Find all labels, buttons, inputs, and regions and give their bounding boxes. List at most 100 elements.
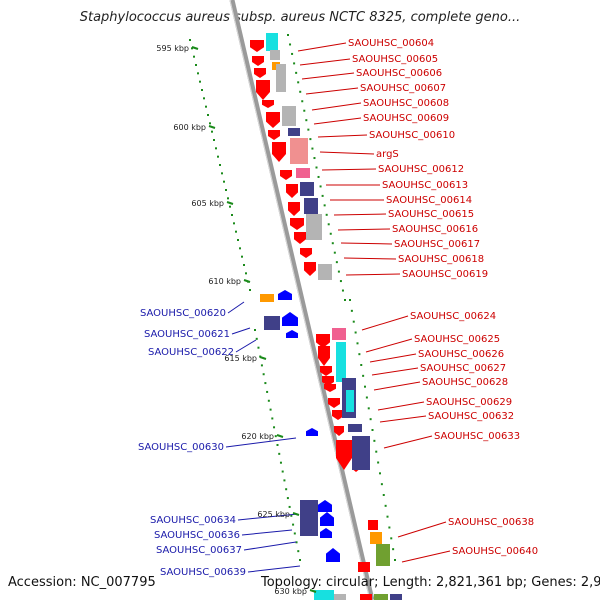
gc-dot (333, 251, 336, 254)
reverse-gene-label[interactable]: SAOUHSC_00620 (140, 308, 226, 319)
gc-dot (382, 494, 385, 496)
gc-dot (279, 461, 282, 464)
feature-block (296, 168, 310, 178)
gc-dot (285, 488, 288, 491)
reverse-gene-label[interactable]: SAOUHSC_00634 (150, 515, 236, 526)
forward-gene-label[interactable]: SAOUHSC_00610 (369, 130, 455, 141)
gc-dot (262, 373, 265, 376)
feature-block (336, 342, 346, 382)
forward-gene-arrow (322, 376, 334, 386)
reverse-gene-arrow (320, 512, 334, 526)
kbp-tick (276, 434, 284, 438)
kbp-ruler: 595 kbp 600 kbp 605 kbp 610 kbp 615 kbp 620 k… (156, 44, 317, 596)
forward-gene-label[interactable]: SAOUHSC_00612 (378, 164, 464, 175)
gc-dot (237, 239, 239, 241)
forward-gene-label[interactable]: SAOUHSC_00618 (398, 254, 484, 265)
gc-dot (286, 497, 289, 500)
forward-gene-label[interactable]: SAOUHSC_00627 (420, 363, 506, 374)
gc-dot (375, 450, 378, 453)
forward-gene-label[interactable]: SAOUHSC_00608 (363, 98, 449, 109)
feature-block (276, 64, 286, 92)
forward-leader-line (297, 42, 347, 52)
reverse-gene-label[interactable]: SAOUHSC_00637 (156, 545, 242, 556)
forward-gene-arrow (288, 202, 300, 216)
gc-dot (362, 374, 365, 377)
forward-gene-label[interactable]: SAOUHSC_00619 (402, 269, 488, 280)
gc-dot (303, 109, 306, 112)
forward-gene-label[interactable]: argS (376, 149, 399, 160)
reverse-gene-label[interactable]: SAOUHSC_00639 (160, 567, 246, 578)
forward-gene-label[interactable]: SAOUHSC_00632 (428, 411, 514, 422)
forward-gene-label[interactable]: SAOUHSC_00607 (360, 83, 446, 94)
gc-dot (257, 346, 260, 349)
forward-gene-label[interactable]: SAOUHSC_00628 (422, 377, 508, 388)
forward-gene-label[interactable]: SAOUHSC_00624 (410, 311, 496, 322)
forward-gene-arrow (318, 346, 330, 366)
reverse-gene-label[interactable]: SAOUHSC_00621 (144, 329, 230, 340)
gc-dot (380, 483, 383, 486)
forward-gene-label[interactable]: SAOUHSC_00616 (392, 224, 478, 235)
reverse-gene-label[interactable]: SAOUHSC_00630 (138, 442, 224, 453)
forward-gene-label[interactable]: SAOUHSC_00604 (348, 38, 434, 49)
gc-dot (189, 39, 191, 41)
forward-leader-line (299, 58, 351, 66)
forward-gene-label[interactable]: SAOUHSC_00638 (448, 517, 534, 528)
reverse-gene-arrow (286, 330, 298, 338)
forward-gene-label[interactable]: SAOUHSC_00606 (356, 68, 442, 79)
gc-dot (276, 444, 279, 446)
forward-gene-arrow (324, 384, 336, 392)
accession-text: Accession: NC_007795 (8, 575, 156, 590)
forward-gene-arrow (316, 334, 330, 348)
gene-labels[interactable]: SAOUHSC_00604 SAOUHSC_00605 SAOUHSC_00606 S… (138, 38, 538, 578)
forward-gene-label[interactable]: SAOUHSC_00629 (426, 397, 512, 408)
gc-dot (269, 408, 272, 411)
forward-gene-label[interactable]: SAOUHSC_00615 (388, 209, 474, 220)
forward-gene-arrow (272, 142, 286, 162)
forward-leader-line (333, 213, 387, 216)
gc-dot (377, 461, 380, 464)
reverse-leader-line (225, 437, 297, 448)
gc-dot (191, 47, 193, 50)
feature-block (266, 33, 278, 51)
forward-gene-label[interactable]: SAOUHSC_00605 (352, 54, 438, 65)
forward-gene-arrow (268, 130, 280, 140)
gc-dot (297, 81, 300, 84)
gc-dot (289, 43, 292, 46)
gc-dot (367, 407, 370, 410)
forward-gene-label[interactable]: SAOUHSC_00609 (363, 113, 449, 124)
forward-gene-label[interactable]: SAOUHSC_00613 (382, 180, 468, 191)
forward-gene-label[interactable]: SAOUHSC_00626 (418, 349, 504, 360)
forward-gene-label[interactable]: SAOUHSC_00617 (394, 239, 480, 250)
forward-leader-line (343, 257, 397, 260)
gc-dot (231, 214, 233, 216)
reverse-gene-arrow (320, 528, 332, 538)
kbp-label: 600 kbp (173, 123, 206, 132)
reverse-gene-label[interactable]: SAOUHSC_00636 (154, 530, 240, 541)
forward-gene-label[interactable]: SAOUHSC_00640 (452, 546, 538, 557)
forward-gene-arrow (252, 56, 264, 66)
feature-block (288, 128, 300, 136)
gc-dot (267, 399, 270, 402)
gc-dot (213, 139, 215, 141)
feature-block (314, 590, 334, 600)
forward-gene-arrow (266, 112, 280, 128)
gc-dot (325, 213, 328, 216)
gc-dot (225, 189, 227, 191)
forward-leader-line (377, 401, 425, 411)
kbp-label: 595 kbp (156, 44, 189, 53)
forward-gene-label[interactable]: SAOUHSC_00614 (386, 195, 472, 206)
feature-block (376, 544, 390, 566)
gc-dot (260, 364, 263, 367)
gc-dot (288, 505, 291, 508)
forward-gene-label[interactable]: SAOUHSC_00633 (434, 431, 520, 442)
forward-gene-label[interactable]: SAOUHSC_00625 (414, 334, 500, 345)
gc-dot (290, 514, 293, 517)
feature-block (368, 520, 378, 530)
gc-dot (233, 222, 235, 225)
gc-dot (341, 289, 344, 292)
gc-dot (352, 320, 355, 323)
reverse-gene-label[interactable]: SAOUHSC_00622 (148, 347, 234, 358)
gc-dot (283, 479, 286, 482)
gc-dot (356, 342, 359, 345)
